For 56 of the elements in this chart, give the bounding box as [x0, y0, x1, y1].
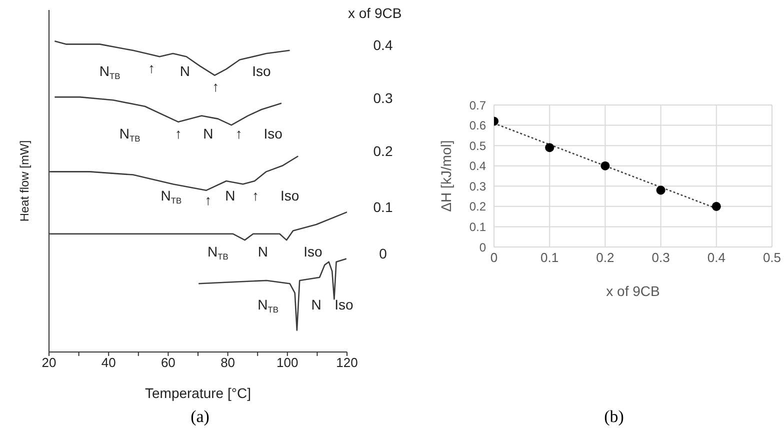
- x-tick-label: 120: [336, 355, 358, 370]
- y-tick-label: 0.1: [469, 220, 486, 234]
- annotation: Iso: [280, 187, 300, 204]
- y-tick-label: 0.3: [469, 179, 486, 194]
- y-axis-title: ΔH [kJ/mol]: [438, 140, 454, 212]
- x-tick-label: 100: [276, 355, 298, 370]
- y-tick-label: 0: [479, 240, 486, 254]
- annotation: N: [311, 296, 322, 312]
- annotation: N: [225, 187, 236, 204]
- annotation: Iso: [334, 296, 354, 312]
- y-tick-label: 0.6: [469, 118, 486, 133]
- point: [712, 202, 721, 211]
- annotation: N: [180, 62, 190, 79]
- text: 0.3: [373, 90, 393, 106]
- x-tick-label: 0.1: [540, 250, 559, 266]
- annotation: N$_{TB}$: [119, 125, 141, 144]
- y-tick-label: 0.2: [469, 200, 486, 214]
- annotation: Iso: [304, 243, 323, 260]
- text: 0.2: [373, 142, 393, 159]
- annotation: N$_{TB}$: [258, 296, 279, 315]
- series-label: 0.1: [373, 198, 393, 215]
- y-axis-title: Heat flow [mW]: [17, 140, 32, 222]
- annotation: ↑: [148, 60, 156, 76]
- x-tick-label: 0.4: [707, 250, 726, 266]
- x-tick-label: 0.3: [652, 250, 670, 266]
- annotation: ↑: [252, 187, 260, 204]
- x-tick-label: 20: [42, 355, 56, 370]
- y-tick-label: 0.7: [469, 98, 486, 112]
- annotation: Iso: [252, 62, 272, 79]
- x-axis-title: x of 9CB: [606, 283, 660, 299]
- y-tick-label: 0.5: [469, 138, 486, 153]
- y-tick-label: 0.4: [469, 159, 486, 174]
- x-tick-label: 0: [490, 250, 498, 266]
- text: (b): [603, 407, 625, 427]
- annotation: ↑: [235, 125, 242, 142]
- annotation: N$_{TB}$: [99, 62, 121, 82]
- x-tick-label: 80: [220, 355, 236, 370]
- x-tick-label: 40: [101, 355, 116, 370]
- annotation: ↑: [174, 125, 182, 142]
- annotation: ↑: [204, 192, 212, 208]
- x-tick-label: 60: [160, 355, 176, 370]
- annotation: N: [258, 243, 268, 260]
- annotation: N$_{TB}$: [208, 243, 229, 262]
- annotation: ↑: [212, 78, 220, 94]
- point: [656, 186, 666, 195]
- annotation: Iso: [264, 125, 283, 142]
- x-tick-label: 0.2: [596, 250, 614, 266]
- x-tick-label: 0.5: [762, 250, 782, 266]
- x-axis-title: Temperature [°C]: [145, 385, 251, 401]
- annotation: N: [203, 125, 214, 142]
- point: [600, 161, 610, 170]
- text: (a): [190, 407, 210, 427]
- annotation: N$_{TB}$: [160, 187, 182, 206]
- point: [545, 143, 554, 152]
- text: 0.4: [373, 37, 393, 54]
- legend-title: x of 9CB: [348, 5, 402, 21]
